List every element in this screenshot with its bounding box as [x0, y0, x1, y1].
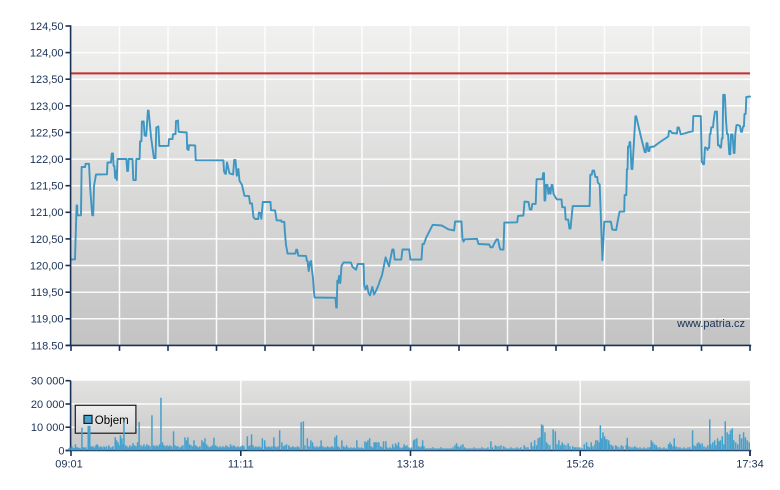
svg-text:30 000: 30 000 [31, 376, 65, 388]
svg-text:www.patria.cz: www.patria.cz [676, 318, 745, 330]
svg-text:122,50: 122,50 [30, 127, 64, 139]
svg-text:20 000: 20 000 [31, 399, 65, 411]
svg-text:09:01: 09:01 [55, 459, 83, 471]
svg-text:120,00: 120,00 [30, 260, 64, 272]
svg-text:121,50: 121,50 [30, 181, 64, 193]
svg-text:123,00: 123,00 [30, 101, 64, 113]
svg-text:124,00: 124,00 [30, 48, 64, 60]
svg-text:15:26: 15:26 [566, 459, 594, 471]
svg-text:119,50: 119,50 [31, 287, 64, 299]
svg-text:17:34: 17:34 [736, 459, 764, 471]
svg-text:11:11: 11:11 [228, 459, 254, 471]
svg-text:119,00: 119,00 [31, 314, 64, 326]
svg-text:10 000: 10 000 [31, 422, 65, 434]
svg-text:124,50: 124,50 [30, 21, 64, 33]
svg-text:118.50: 118.50 [31, 340, 64, 352]
svg-text:0: 0 [58, 445, 64, 457]
svg-text:122,00: 122,00 [30, 154, 64, 166]
svg-text:Objem: Objem [95, 415, 129, 427]
svg-text:13:18: 13:18 [397, 459, 425, 471]
svg-text:121,00: 121,00 [30, 207, 64, 219]
svg-text:120,50: 120,50 [30, 234, 64, 246]
svg-text:123,50: 123,50 [30, 74, 64, 86]
